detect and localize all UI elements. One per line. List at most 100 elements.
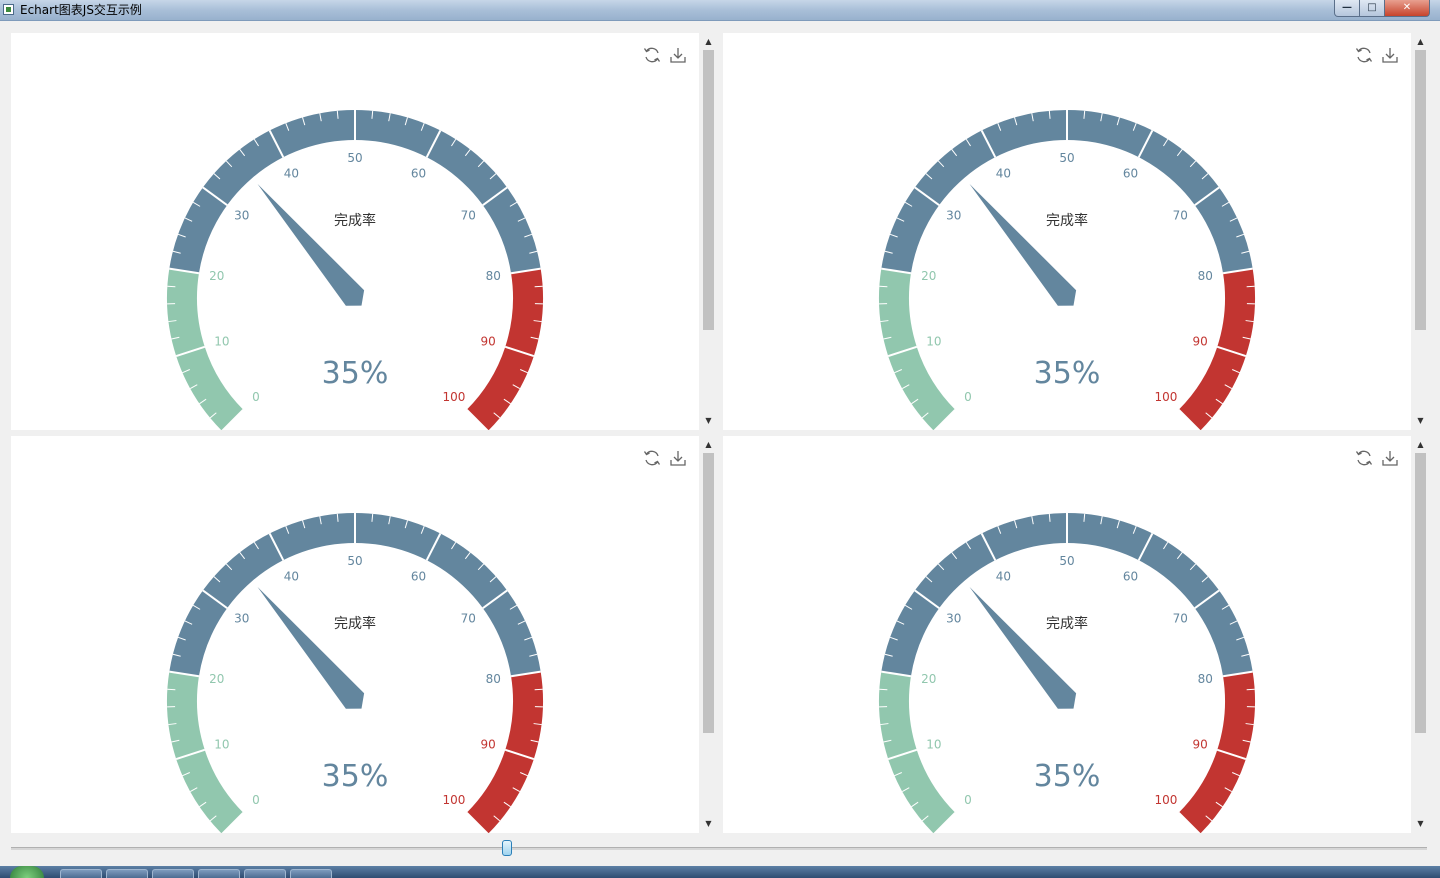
taskbar-item[interactable] [290,869,332,878]
vertical-scrollbar[interactable]: ▲ ▼ [700,436,717,833]
gauge-tick-label: 40 [996,166,1011,180]
refresh-icon[interactable] [1355,46,1373,64]
gauge-tick [1100,516,1103,525]
gauge-tick [1231,369,1240,374]
gauge-tick [1031,113,1034,122]
gauge-tick [239,552,246,560]
gauge-tick [451,541,457,550]
download-icon[interactable] [669,46,687,64]
gauge-tick [1116,520,1120,529]
gauge-tick [894,772,903,777]
gauge-tick-label: 100 [1155,390,1178,404]
download-icon[interactable] [669,449,687,467]
scroll-thumb[interactable] [1415,453,1426,733]
refresh-icon[interactable] [643,46,661,64]
gauge-tick [1163,541,1169,550]
gauge-tick-label: 40 [284,166,299,180]
scroll-up-arrow-icon[interactable]: ▲ [705,440,712,449]
gauge-tick [388,113,391,122]
gauge-tick [420,526,425,534]
gauge-tick [1201,173,1209,180]
gauge-tick [1224,787,1232,793]
gauge-tick [503,801,511,808]
gauge-chart[interactable]: 0 10 20 30 40 50 60 70 80 90 100 完成率 35% [11,33,699,430]
gauge-tick-label: 60 [1123,166,1138,180]
gauge-tick [534,688,543,691]
gauge-tick-label: 40 [284,569,299,583]
gauge-tick [1205,412,1213,419]
maximize-button[interactable]: □ [1359,0,1385,17]
scroll-up-arrow-icon[interactable]: ▲ [705,37,712,46]
scroll-down-arrow-icon[interactable]: ▼ [1417,819,1424,828]
slider-thumb[interactable] [502,840,512,856]
minimize-button[interactable]: — [1334,0,1360,17]
gauge-tick-label: 70 [461,612,476,626]
gauge-tick-label: 70 [1173,612,1188,626]
gauge-chart-panel: 0 10 20 30 40 50 60 70 80 90 100 完成率 35% [723,436,1411,833]
gauge-split-line [1222,670,1253,678]
close-button[interactable]: ✕ [1384,0,1430,17]
vertical-scrollbar[interactable]: ▲ ▼ [1412,436,1429,833]
gauge-tick [1083,513,1086,522]
scroll-thumb[interactable] [1415,50,1426,330]
gauge-tick [902,384,910,390]
start-button[interactable] [10,866,44,878]
gauge-chart[interactable]: 0 10 20 30 40 50 60 70 80 90 100 完成率 35% [11,436,699,833]
gauge-chart[interactable]: 0 10 20 30 40 50 60 70 80 90 100 完成率 35% [723,436,1411,833]
gauge-tick [302,520,306,529]
gauge-tick-label: 10 [214,737,229,751]
gauge-tick [911,398,919,405]
gauge-split-line [1216,748,1247,761]
gauge-tick-label: 90 [1193,737,1208,751]
gauge-tick [285,526,290,534]
scroll-thumb[interactable] [703,453,714,733]
gauge-tick-label: 0 [252,793,260,807]
taskbar-item[interactable] [106,869,148,878]
gauge-tick-label: 100 [443,390,466,404]
gauge-tick [253,138,259,147]
scroll-up-arrow-icon[interactable]: ▲ [1417,37,1424,46]
taskbar-item[interactable] [244,869,286,878]
gauge-tick [1245,320,1254,323]
gauge-tick [371,110,374,119]
gauge-split-line [980,130,997,158]
download-icon[interactable] [1381,449,1399,467]
gauge-tick [1242,336,1251,340]
gauge-tick-label: 70 [1173,209,1188,223]
download-icon[interactable] [1381,46,1399,64]
gauge-tick-label: 10 [926,334,941,348]
gauge-chart[interactable]: 0 10 20 30 40 50 60 70 80 90 100 完成率 35% [723,33,1411,430]
scroll-up-arrow-icon[interactable]: ▲ [1417,440,1424,449]
gauge-tick [503,398,511,405]
gauge-tick-label: 80 [1198,269,1213,283]
vertical-scrollbar[interactable]: ▲ ▼ [700,33,717,430]
gauge-tick [1048,110,1051,119]
gauge-tick [1163,138,1169,147]
gauge-tick [965,138,971,147]
scroll-down-arrow-icon[interactable]: ▼ [705,819,712,828]
gauge-tick [371,513,374,522]
taskbar-item[interactable] [198,869,240,878]
gauge-split-line [1194,589,1220,609]
gauge-tick [1215,398,1223,405]
refresh-icon[interactable] [1355,449,1373,467]
taskbar-item[interactable] [152,869,194,878]
gauge-tick [937,160,945,168]
refresh-icon[interactable] [643,449,661,467]
gauge-tick [965,541,971,550]
taskbar-item[interactable] [60,869,102,878]
vertical-scrollbar[interactable]: ▲ ▼ [1412,33,1429,430]
scroll-thumb[interactable] [703,50,714,330]
scroll-down-arrow-icon[interactable]: ▼ [1417,416,1424,425]
gauge-split-line [202,589,228,609]
slider-track[interactable] [11,847,1427,850]
gauge-tick-label: 50 [1059,554,1074,568]
gauge-tick [489,173,497,180]
gauge-split-line [175,748,206,761]
gauge-tick [1014,520,1018,529]
gauge-tick [997,526,1002,534]
gauge-detail-value: 35% [1034,759,1101,794]
scroll-down-arrow-icon[interactable]: ▼ [705,416,712,425]
gauge-tick [896,620,905,625]
gauge-split-line [268,533,285,561]
